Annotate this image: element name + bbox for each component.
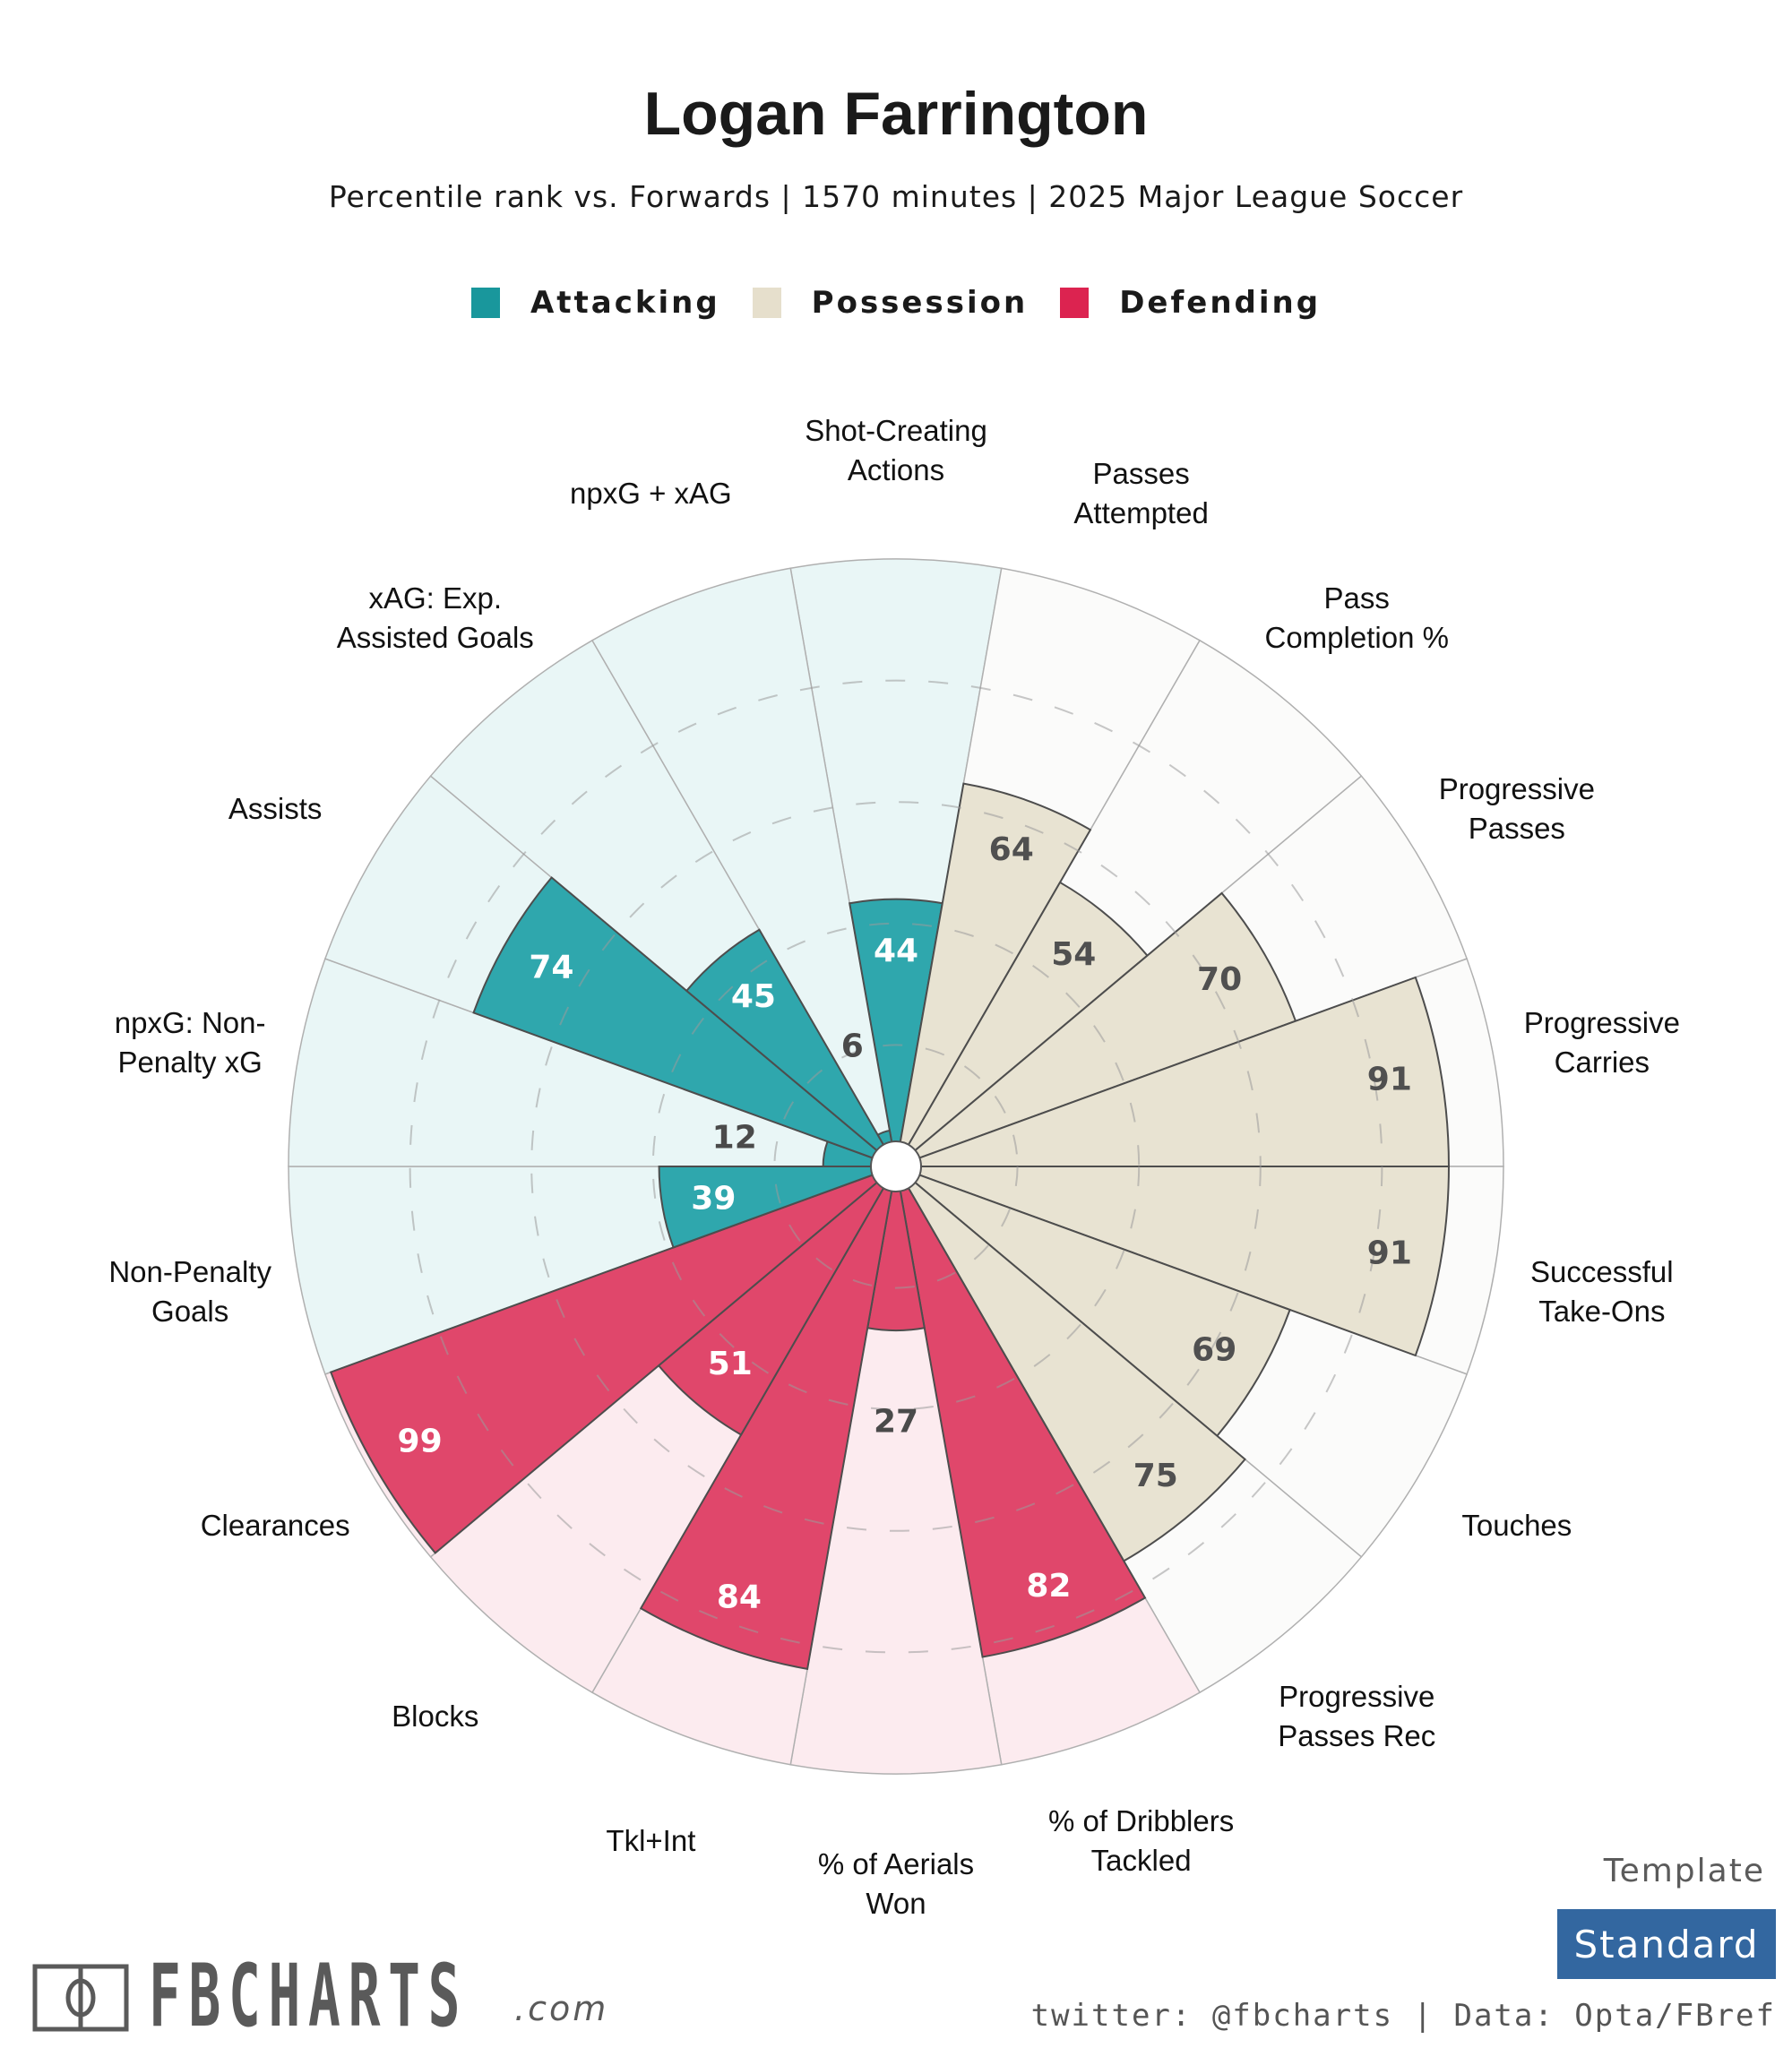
category-label-of-dribblers-tackled: % of Dribblers Tackled bbox=[1048, 1803, 1234, 1876]
sector-bg-npxg-xag bbox=[590, 567, 897, 1167]
value-label-npxg-non-penalty-xg: 12 bbox=[712, 1120, 757, 1157]
bar-tkl-int bbox=[639, 1166, 897, 1671]
category-label-passes-attempted: Passes Attempted bbox=[1073, 457, 1208, 529]
logo-suffix: .com bbox=[514, 1989, 609, 2028]
logo-text: FBCHARTS bbox=[149, 1946, 469, 2046]
category-label-clearances: Clearances bbox=[201, 1509, 350, 1542]
chart-title: Logan Farrington bbox=[643, 80, 1149, 148]
sector-bg-of-aerials-won bbox=[789, 1166, 1003, 1775]
bar-non-penalty-goals bbox=[658, 1166, 897, 1249]
legend-item-defending: Defending bbox=[1060, 285, 1321, 321]
gridline-60 bbox=[530, 801, 1262, 1532]
category-label-blocks: Blocks bbox=[392, 1699, 478, 1732]
legend: Attacking Possession Defending bbox=[0, 285, 1792, 321]
value-label-blocks: 51 bbox=[708, 1346, 753, 1382]
bar-touches bbox=[895, 1166, 1291, 1438]
chart-subtitle: Percentile rank vs. Forwards | 1570 minu… bbox=[328, 179, 1464, 214]
value-labels: 44 64 54 70 91 91 69 75 82 27 84 51 99 39 12 74 45 6 bbox=[398, 831, 1412, 1616]
bar-clearances bbox=[329, 1166, 897, 1554]
bar-progressive-carries bbox=[895, 976, 1450, 1167]
legend-swatch-defending bbox=[1060, 288, 1090, 318]
bar-pass-completion bbox=[895, 881, 1149, 1167]
legend-swatch-attacking bbox=[470, 288, 500, 318]
gridline-20 bbox=[773, 1044, 1019, 1289]
legend-label-defending: Defending bbox=[1119, 285, 1322, 321]
value-label-pass-completion: 54 bbox=[1051, 936, 1096, 973]
value-label-clearances: 99 bbox=[398, 1423, 443, 1459]
value-label-of-dribblers-tackled: 82 bbox=[1026, 1568, 1071, 1605]
value-label-xag-exp-assisted-goals: 45 bbox=[731, 978, 776, 1015]
credits: twitter: @fbcharts | Data: Opta/FBref bbox=[1030, 1998, 1776, 2034]
value-label-progressive-passes: 70 bbox=[1197, 961, 1242, 998]
bar-xag-exp-assisted-goals bbox=[685, 928, 897, 1167]
gridlines bbox=[409, 679, 1383, 1654]
legend-label-possession: Possession bbox=[811, 285, 1029, 321]
pitch-icon bbox=[32, 1964, 129, 2032]
category-label-touches: Touches bbox=[1461, 1509, 1572, 1542]
gridline-40 bbox=[651, 922, 1141, 1411]
template-label: Template bbox=[1603, 1853, 1765, 1889]
legend-swatch-possession bbox=[752, 288, 781, 318]
category-label-non-penalty-goals: Non-Penalty Goals bbox=[108, 1254, 271, 1327]
category-label-tkl-int: Tkl+Int bbox=[606, 1823, 695, 1856]
gridline-80 bbox=[409, 679, 1383, 1654]
sector-bg-shot-creating-actions bbox=[789, 558, 1003, 1167]
bar-passes-attempted bbox=[895, 782, 1092, 1167]
category-label-shot-creating-actions: Shot-Creating Actions bbox=[805, 414, 987, 486]
legend-item-attacking: Attacking bbox=[470, 285, 720, 321]
fbcharts-logo: FBCHARTS .com bbox=[32, 1946, 663, 2046]
template-badge: Standard bbox=[1557, 1909, 1776, 1979]
category-label-progressive-passes: Progressive Passes bbox=[1439, 772, 1595, 845]
value-label-progressive-passes-rec: 75 bbox=[1133, 1458, 1178, 1494]
value-label-non-penalty-goals: 39 bbox=[691, 1180, 736, 1217]
value-label-shot-creating-actions: 44 bbox=[874, 933, 918, 969]
center-hole bbox=[870, 1140, 922, 1192]
category-label-progressive-carries: Progressive Carries bbox=[1524, 1006, 1680, 1079]
value-label-npxg-xag: 6 bbox=[841, 1028, 864, 1065]
value-label-tkl-int: 84 bbox=[717, 1579, 762, 1616]
category-label-successful-take-ons: Successful Take-Ons bbox=[1530, 1254, 1674, 1327]
value-label-successful-take-ons: 91 bbox=[1367, 1235, 1412, 1272]
value-label-of-aerials-won: 27 bbox=[874, 1403, 918, 1440]
category-label-pass-completion: Pass Completion % bbox=[1265, 581, 1449, 654]
category-label-xag-exp-assisted-goals: xAG: Exp. Assisted Goals bbox=[337, 581, 534, 654]
category-label-npxg-xag: npxG + xAG bbox=[570, 477, 732, 510]
category-label-assists: Assists bbox=[228, 792, 323, 825]
value-label-assists: 74 bbox=[529, 949, 573, 985]
bar-of-dribblers-tackled bbox=[895, 1166, 1147, 1658]
category-label-of-aerials-won: % of Aerials Won bbox=[818, 1847, 974, 1920]
bar-assists bbox=[472, 876, 897, 1167]
value-label-progressive-carries: 91 bbox=[1367, 1061, 1412, 1097]
category-label-progressive-passes-rec: Progressive Passes Rec bbox=[1278, 1679, 1435, 1751]
bar-successful-take-ons bbox=[895, 1166, 1450, 1357]
category-labels: Shot-Creating Actions Passes Attempted Pass C… bbox=[108, 414, 1680, 1920]
value-label-touches: 69 bbox=[1192, 1332, 1236, 1369]
legend-label-attacking: Attacking bbox=[530, 285, 720, 321]
value-label-passes-attempted: 64 bbox=[989, 831, 1034, 868]
bar-progressive-passes-rec bbox=[895, 1166, 1246, 1562]
category-label-npxg-non-penalty-xg: npxG: Non-Penalty xG bbox=[115, 1006, 266, 1079]
legend-item-possession: Possession bbox=[752, 285, 1029, 321]
sector-bg-npxg-non-penalty-xg bbox=[288, 958, 897, 1167]
